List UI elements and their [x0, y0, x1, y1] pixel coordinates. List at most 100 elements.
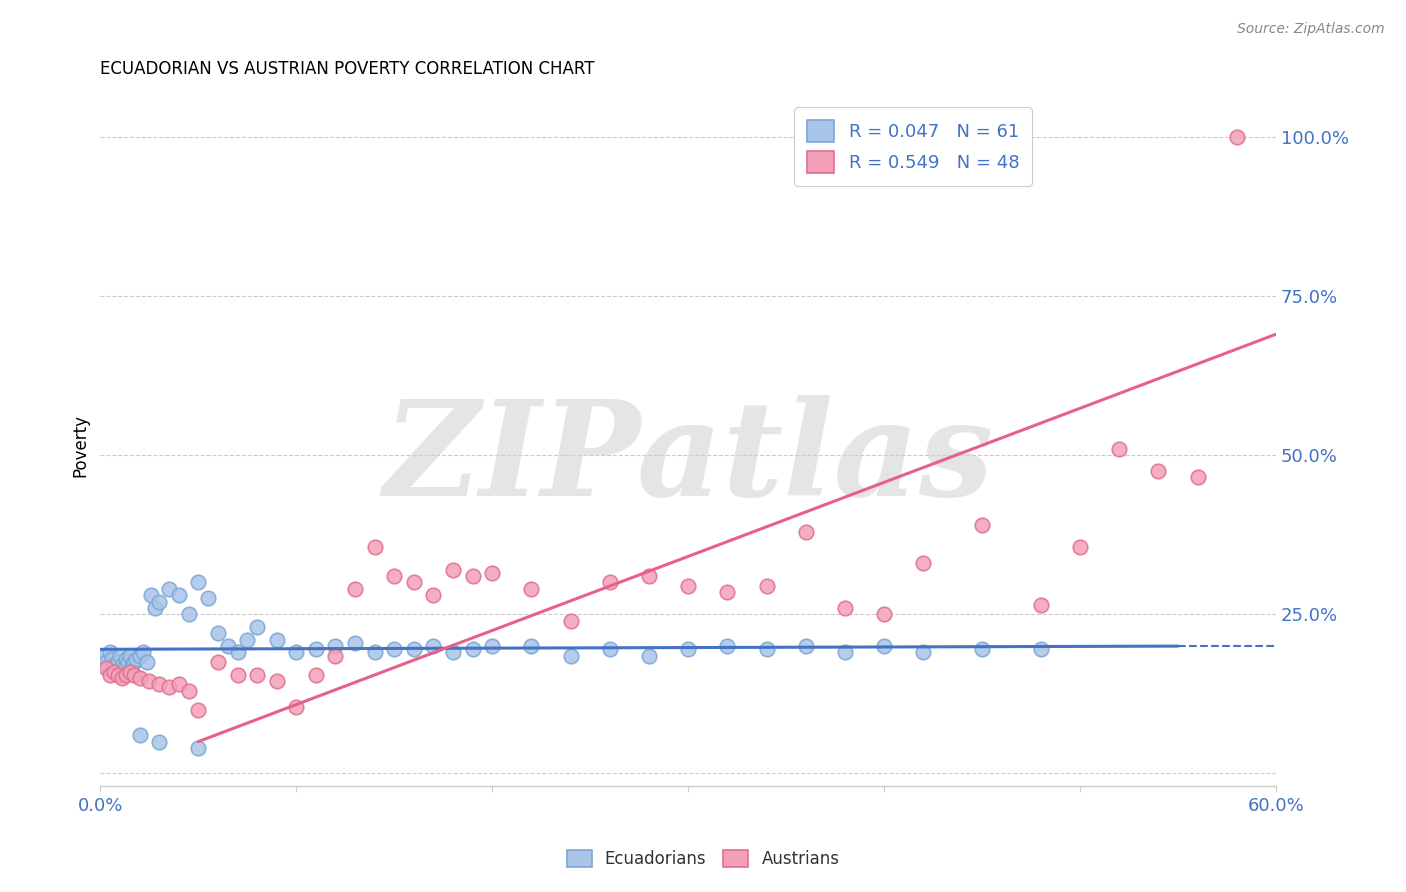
Point: [794, 639, 817, 653]
Point: [187, 703, 209, 717]
Point: [101, 652, 124, 666]
Point: [285, 699, 308, 714]
Point: [266, 632, 288, 647]
Point: [93, 648, 115, 663]
Point: [138, 674, 160, 689]
Legend: R = 0.047   N = 61, R = 0.549   N = 48: R = 0.047 N = 61, R = 0.549 N = 48: [794, 107, 1032, 186]
Point: [207, 655, 229, 669]
Point: [912, 645, 935, 659]
Point: [128, 671, 150, 685]
Point: [187, 741, 209, 756]
Point: [422, 639, 444, 653]
Point: [118, 665, 141, 679]
Point: [157, 681, 180, 695]
Point: [197, 591, 219, 606]
Point: [970, 518, 993, 533]
Point: [136, 655, 159, 669]
Point: [148, 594, 170, 608]
Point: [344, 582, 367, 596]
Point: [382, 642, 405, 657]
Point: [520, 582, 543, 596]
Point: [96, 655, 118, 669]
Point: [246, 667, 269, 681]
Point: [111, 671, 134, 685]
Point: [132, 645, 155, 659]
Point: [143, 601, 166, 615]
Point: [217, 639, 239, 653]
Point: [325, 639, 347, 653]
Y-axis label: Poverty: Poverty: [72, 414, 89, 477]
Point: [560, 648, 582, 663]
Point: [121, 658, 143, 673]
Point: [599, 575, 621, 590]
Point: [1029, 598, 1052, 612]
Text: ECUADORIAN VS AUSTRIAN POVERTY CORRELATION CHART: ECUADORIAN VS AUSTRIAN POVERTY CORRELATI…: [100, 60, 595, 78]
Point: [108, 648, 131, 663]
Point: [96, 661, 118, 675]
Point: [177, 683, 200, 698]
Point: [177, 607, 200, 622]
Point: [873, 607, 896, 622]
Point: [402, 642, 425, 657]
Point: [207, 626, 229, 640]
Point: [226, 645, 249, 659]
Point: [794, 524, 817, 539]
Point: [111, 658, 134, 673]
Point: [912, 557, 935, 571]
Point: [599, 642, 621, 657]
Point: [105, 665, 128, 679]
Point: [114, 652, 136, 666]
Point: [676, 579, 699, 593]
Point: [560, 614, 582, 628]
Point: [422, 588, 444, 602]
Point: [124, 652, 146, 666]
Point: [118, 648, 141, 663]
Point: [970, 642, 993, 657]
Point: [1147, 464, 1170, 478]
Point: [114, 667, 136, 681]
Point: [117, 655, 139, 669]
Point: [167, 677, 190, 691]
Point: [148, 734, 170, 748]
Point: [112, 661, 135, 675]
Point: [98, 667, 121, 681]
Point: [873, 639, 896, 653]
Point: [441, 645, 464, 659]
Point: [344, 636, 367, 650]
Point: [148, 677, 170, 691]
Point: [363, 645, 385, 659]
Point: [441, 563, 464, 577]
Point: [122, 667, 145, 681]
Point: [461, 642, 484, 657]
Point: [98, 645, 121, 659]
Point: [128, 728, 150, 742]
Point: [638, 648, 661, 663]
Point: [520, 639, 543, 653]
Point: [236, 632, 259, 647]
Point: [716, 639, 738, 653]
Point: [638, 569, 661, 583]
Point: [285, 645, 308, 659]
Point: [834, 601, 856, 615]
Point: [226, 667, 249, 681]
Point: [97, 661, 120, 675]
Point: [187, 575, 209, 590]
Point: [716, 585, 738, 599]
Point: [755, 642, 778, 657]
Text: ZIPatlas: ZIPatlas: [382, 395, 994, 524]
Point: [382, 569, 405, 583]
Point: [1108, 442, 1130, 456]
Point: [402, 575, 425, 590]
Point: [107, 655, 129, 669]
Point: [755, 579, 778, 593]
Point: [363, 541, 385, 555]
Point: [266, 674, 288, 689]
Point: [676, 642, 699, 657]
Point: [1226, 129, 1249, 144]
Point: [1187, 470, 1209, 484]
Point: [834, 645, 856, 659]
Point: [128, 648, 150, 663]
Point: [1069, 541, 1091, 555]
Point: [141, 588, 163, 602]
Point: [107, 667, 129, 681]
